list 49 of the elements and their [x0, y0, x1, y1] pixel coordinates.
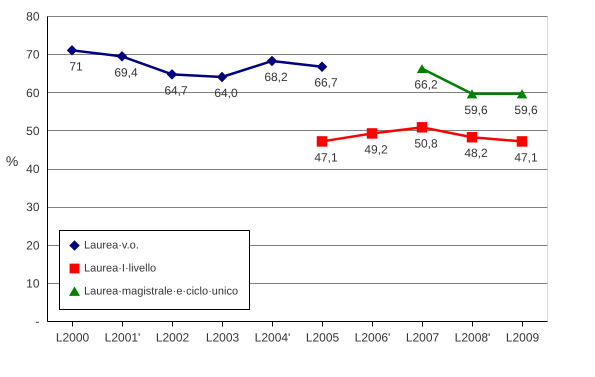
data-label: 59,6 — [514, 102, 538, 117]
data-label: 66,2 — [414, 78, 438, 92]
point — [516, 89, 528, 98]
point — [316, 136, 328, 147]
point — [516, 136, 528, 147]
y-tick-label: 50 — [26, 124, 40, 138]
x-tick-label: L2000 — [56, 330, 90, 344]
point — [466, 89, 478, 98]
data-label: 47,1 — [314, 150, 338, 164]
point — [316, 61, 328, 72]
y-tick-label: 80 — [26, 10, 40, 24]
data-label: 69,4 — [114, 65, 138, 80]
x-tick-label: L2002 — [156, 330, 190, 344]
point — [166, 69, 178, 80]
x-tick-label: L2005 — [306, 330, 340, 344]
data-label: 66,7 — [314, 76, 338, 90]
x-tick-label: L2003 — [206, 330, 240, 344]
y-tick-label: 30 — [26, 200, 40, 214]
point — [416, 122, 428, 133]
data-label: 50,8 — [414, 136, 438, 150]
data-label: 47,1 — [514, 150, 538, 164]
legend-label: Laurea·I·livello — [84, 262, 156, 274]
data-label: 48,2 — [464, 146, 488, 160]
x-tick-label: L2008' — [454, 330, 490, 344]
y-tick-label: - — [36, 314, 40, 328]
point — [416, 64, 428, 74]
data-label: 68,2 — [264, 70, 288, 84]
y-axis-title: % — [6, 153, 18, 169]
y-tick-label: 70 — [26, 48, 40, 62]
point — [216, 72, 228, 82]
x-tick-label: L2006' — [354, 330, 390, 344]
x-tick-label: L2001' — [104, 330, 140, 344]
y-tick-label: 20 — [26, 238, 40, 252]
data-label: 49,2 — [364, 142, 388, 156]
y-tick-label: 40 — [26, 162, 40, 176]
x-tick-label: L2009 — [506, 330, 540, 344]
point — [66, 45, 78, 56]
data-label: 59,6 — [464, 102, 488, 117]
point — [466, 132, 478, 142]
data-label: 71 — [69, 59, 83, 74]
legend-label: Laurea·v.o. — [84, 240, 139, 252]
x-tick-label: L2007 — [406, 330, 440, 344]
x-tick-label: L2004' — [254, 330, 290, 344]
y-tick-label: 10 — [26, 276, 40, 290]
point — [366, 128, 378, 139]
legend-label: Laurea·magistrale·e·ciclo·unico — [84, 286, 238, 298]
point — [266, 56, 278, 66]
y-tick-label: 60 — [26, 86, 40, 100]
point — [116, 51, 128, 62]
